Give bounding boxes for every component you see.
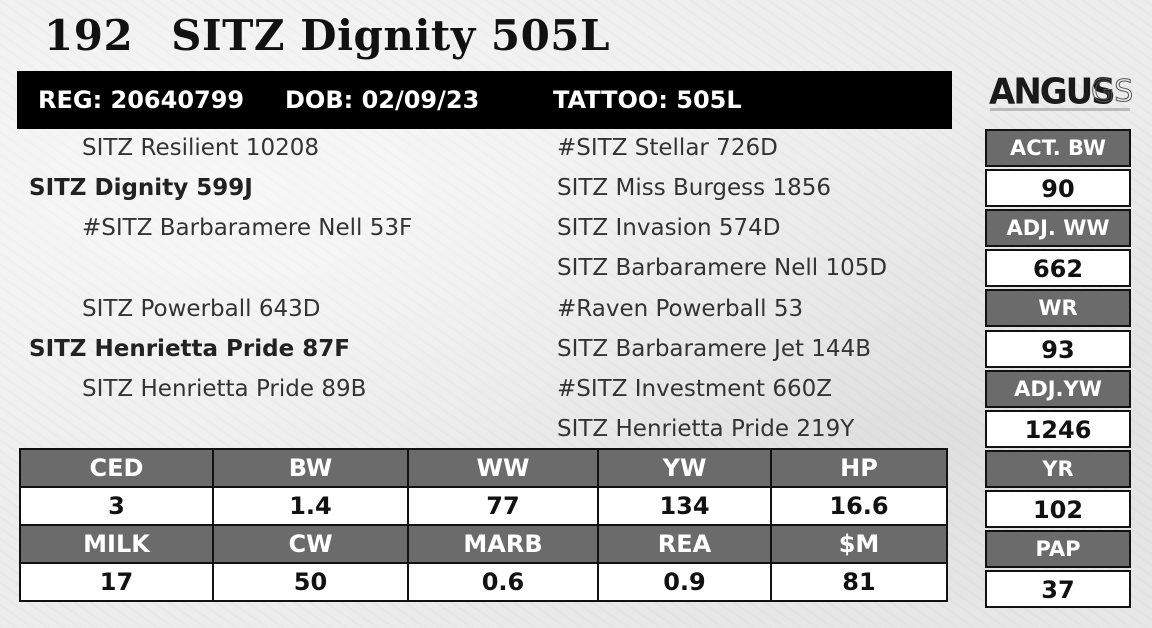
side-value-yr: 102 xyxy=(985,490,1131,528)
epd-header-row: CED BW WW YW HP xyxy=(19,448,948,488)
epd-value-rea: 0.9 xyxy=(597,562,772,602)
pedigree-dam-sire: SITZ Powerball 643D xyxy=(82,296,321,322)
lot-number: 192 xyxy=(44,11,134,60)
side-value-adj-yw: 1246 xyxy=(985,410,1131,448)
epd-header-ced: CED xyxy=(19,448,214,488)
registration-number: REG: 20640799 xyxy=(38,86,245,114)
logo-word: ANGUS xyxy=(989,71,1116,113)
epd-header-hp: HP xyxy=(770,448,948,488)
epd-header-yw: YW xyxy=(597,448,772,488)
pedigree-ancestor: #SITZ Investment 660Z xyxy=(557,376,833,402)
epd-value-ced: 3 xyxy=(19,486,214,526)
pedigree-ancestor: #Raven Powerball 53 xyxy=(557,296,804,322)
epd-value-yw: 134 xyxy=(597,486,772,526)
epd-header-bw: BW xyxy=(212,448,409,488)
pedigree-dam-dam: SITZ Henrietta Pride 89B xyxy=(82,376,367,402)
side-value-act-bw: 90 xyxy=(985,169,1131,207)
epd-header-milk: MILK xyxy=(19,524,214,564)
side-label-adj-yw: ADJ.YW xyxy=(985,370,1131,408)
angus-gs-logo: ANGUS GS xyxy=(988,70,1134,120)
side-value-wr: 93 xyxy=(985,330,1131,368)
epd-value-cw: 50 xyxy=(212,562,409,602)
side-label-act-bw: ACT. BW xyxy=(985,129,1131,167)
date-of-birth: DOB: 02/09/23 xyxy=(285,86,480,114)
animal-name: SITZ Dignity 505L xyxy=(171,11,611,60)
pedigree-sire-dam: #SITZ Barbaramere Nell 53F xyxy=(82,215,413,241)
side-label-adj-ww: ADJ. WW xyxy=(985,209,1131,247)
tattoo: TATTOO: 505L xyxy=(553,86,742,114)
epd-header-marb: MARB xyxy=(407,524,599,564)
pedigree-dam: SITZ Henrietta Pride 87F xyxy=(29,336,350,362)
pedigree-ancestor: SITZ Invasion 574D xyxy=(557,215,781,241)
epd-value-bw: 1.4 xyxy=(212,486,409,526)
epd-value-marb: 0.6 xyxy=(407,562,599,602)
pedigree-sire: SITZ Dignity 599J xyxy=(29,175,253,201)
epd-header-rea: REA xyxy=(597,524,772,564)
logo-suffix: GS xyxy=(1090,74,1134,110)
pedigree-ancestor: SITZ Barbaramere Nell 105D xyxy=(557,255,888,281)
pedigree-ancestor: SITZ Barbaramere Jet 144B xyxy=(557,336,871,362)
side-label-pap: PAP xyxy=(985,530,1131,568)
epd-value-hp: 16.6 xyxy=(770,486,948,526)
page-title: 192 SITZ Dignity 505L xyxy=(44,8,610,64)
epd-header-ww: WW xyxy=(407,448,599,488)
side-label-yr: YR xyxy=(985,450,1131,488)
epd-table: CED BW WW YW HP 3 1.4 77 134 16.6 MILK C… xyxy=(19,448,948,602)
pedigree-ancestor: SITZ Henrietta Pride 219Y xyxy=(557,416,855,442)
epd-header-m: $M xyxy=(770,524,948,564)
logo-tagline-line xyxy=(990,108,1130,111)
epd-value-row: 3 1.4 77 134 16.6 xyxy=(19,486,948,526)
pedigree-ancestor: #SITZ Stellar 726D xyxy=(557,135,778,161)
pedigree-sire-sire: SITZ Resilient 10208 xyxy=(82,135,319,161)
epd-header-cw: CW xyxy=(212,524,409,564)
epd-value-row: 17 50 0.6 0.9 81 xyxy=(19,562,948,602)
pedigree-ancestor: SITZ Miss Burgess 1856 xyxy=(557,175,831,201)
side-value-adj-ww: 662 xyxy=(985,249,1131,287)
epd-value-ww: 77 xyxy=(407,486,599,526)
epd-value-milk: 17 xyxy=(19,562,214,602)
side-value-pap: 37 xyxy=(985,570,1131,608)
epd-value-m: 81 xyxy=(770,562,948,602)
info-bar: REG: 20640799 DOB: 02/09/23 TATTOO: 505L xyxy=(17,71,952,129)
epd-header-row: MILK CW MARB REA $M xyxy=(19,524,948,564)
side-label-wr: WR xyxy=(985,289,1131,327)
